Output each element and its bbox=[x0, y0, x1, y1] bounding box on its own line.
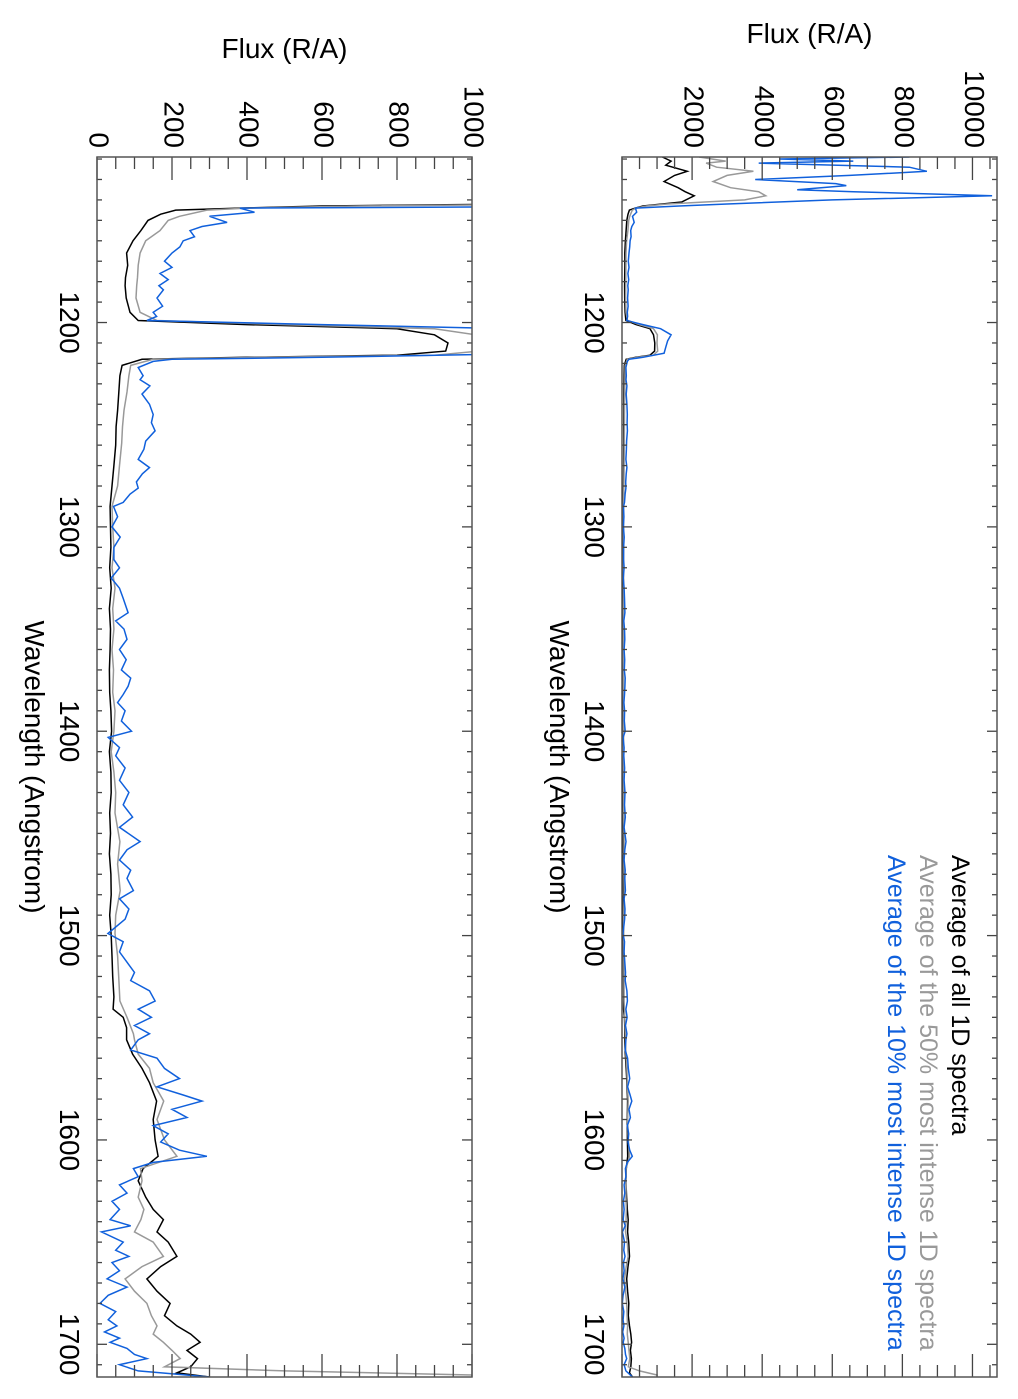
panel-1: 2000 4000 6000 8000 10000 1200 1300 1400 1500 160… bbox=[544, 18, 998, 1378]
x-tick-label: 1400 bbox=[579, 700, 610, 762]
x-tick-label: 1500 bbox=[579, 904, 610, 966]
legend-entry-series-all-spectra: Average of all 1D spectra bbox=[946, 855, 974, 1135]
x-tick-label: 1300 bbox=[579, 496, 610, 558]
x-tick-label: 1600 bbox=[54, 1109, 85, 1171]
y-tick-label: 2000 bbox=[679, 86, 710, 148]
x-axis-title: Wavelength (Angstrom) bbox=[544, 620, 575, 913]
series-all-spectra-line bbox=[622, 157, 696, 1377]
y-tick-label: 800 bbox=[384, 101, 415, 148]
y-tick-label: 6000 bbox=[819, 86, 850, 148]
x-tick-label: 1300 bbox=[54, 496, 85, 558]
x-tick-label: 1700 bbox=[54, 1313, 85, 1375]
y-tick-label: 0 bbox=[84, 132, 115, 148]
y-tick-label: 1000 bbox=[459, 86, 490, 148]
y-axis-title: Flux (R/A) bbox=[747, 18, 873, 49]
x-tick-label: 1400 bbox=[54, 700, 85, 762]
legend-entry-series-top50-spectra: Average of the 50% most intense 1D spect… bbox=[914, 855, 942, 1351]
y-tick-label: 400 bbox=[234, 101, 265, 148]
plot-frame bbox=[96, 156, 473, 1378]
series-top10-spectra-line bbox=[622, 157, 993, 1377]
series-top50-spectra-line bbox=[622, 157, 768, 1377]
series-all-spectra-line bbox=[108, 157, 472, 1377]
y-tick-label: 600 bbox=[309, 101, 340, 148]
plot-frame bbox=[621, 156, 998, 1378]
x-tick-label: 1200 bbox=[579, 291, 610, 353]
legend-entry-series-top10-spectra: Average of the 10% most intense 1D spect… bbox=[882, 855, 910, 1351]
series-top10-spectra-line bbox=[98, 157, 472, 1377]
series-top50-spectra-line bbox=[110, 157, 472, 1377]
y-tick-label: 4000 bbox=[749, 86, 780, 148]
y-tick-label: 200 bbox=[159, 101, 190, 148]
panel-2: 0 200 400 600 800 1000 1200 1300 1400 1500 1600 170… bbox=[19, 33, 490, 1378]
x-axis-title: Wavelength (Angstrom) bbox=[19, 620, 50, 913]
y-tick-label: 10000 bbox=[959, 70, 990, 148]
y-axis-title: Flux (R/A) bbox=[222, 33, 348, 64]
x-tick-label: 1600 bbox=[579, 1109, 610, 1171]
x-tick-label: 1500 bbox=[54, 904, 85, 966]
y-tick-label: 8000 bbox=[889, 86, 920, 148]
x-tick-label: 1700 bbox=[579, 1313, 610, 1375]
x-tick-label: 1200 bbox=[54, 291, 85, 353]
